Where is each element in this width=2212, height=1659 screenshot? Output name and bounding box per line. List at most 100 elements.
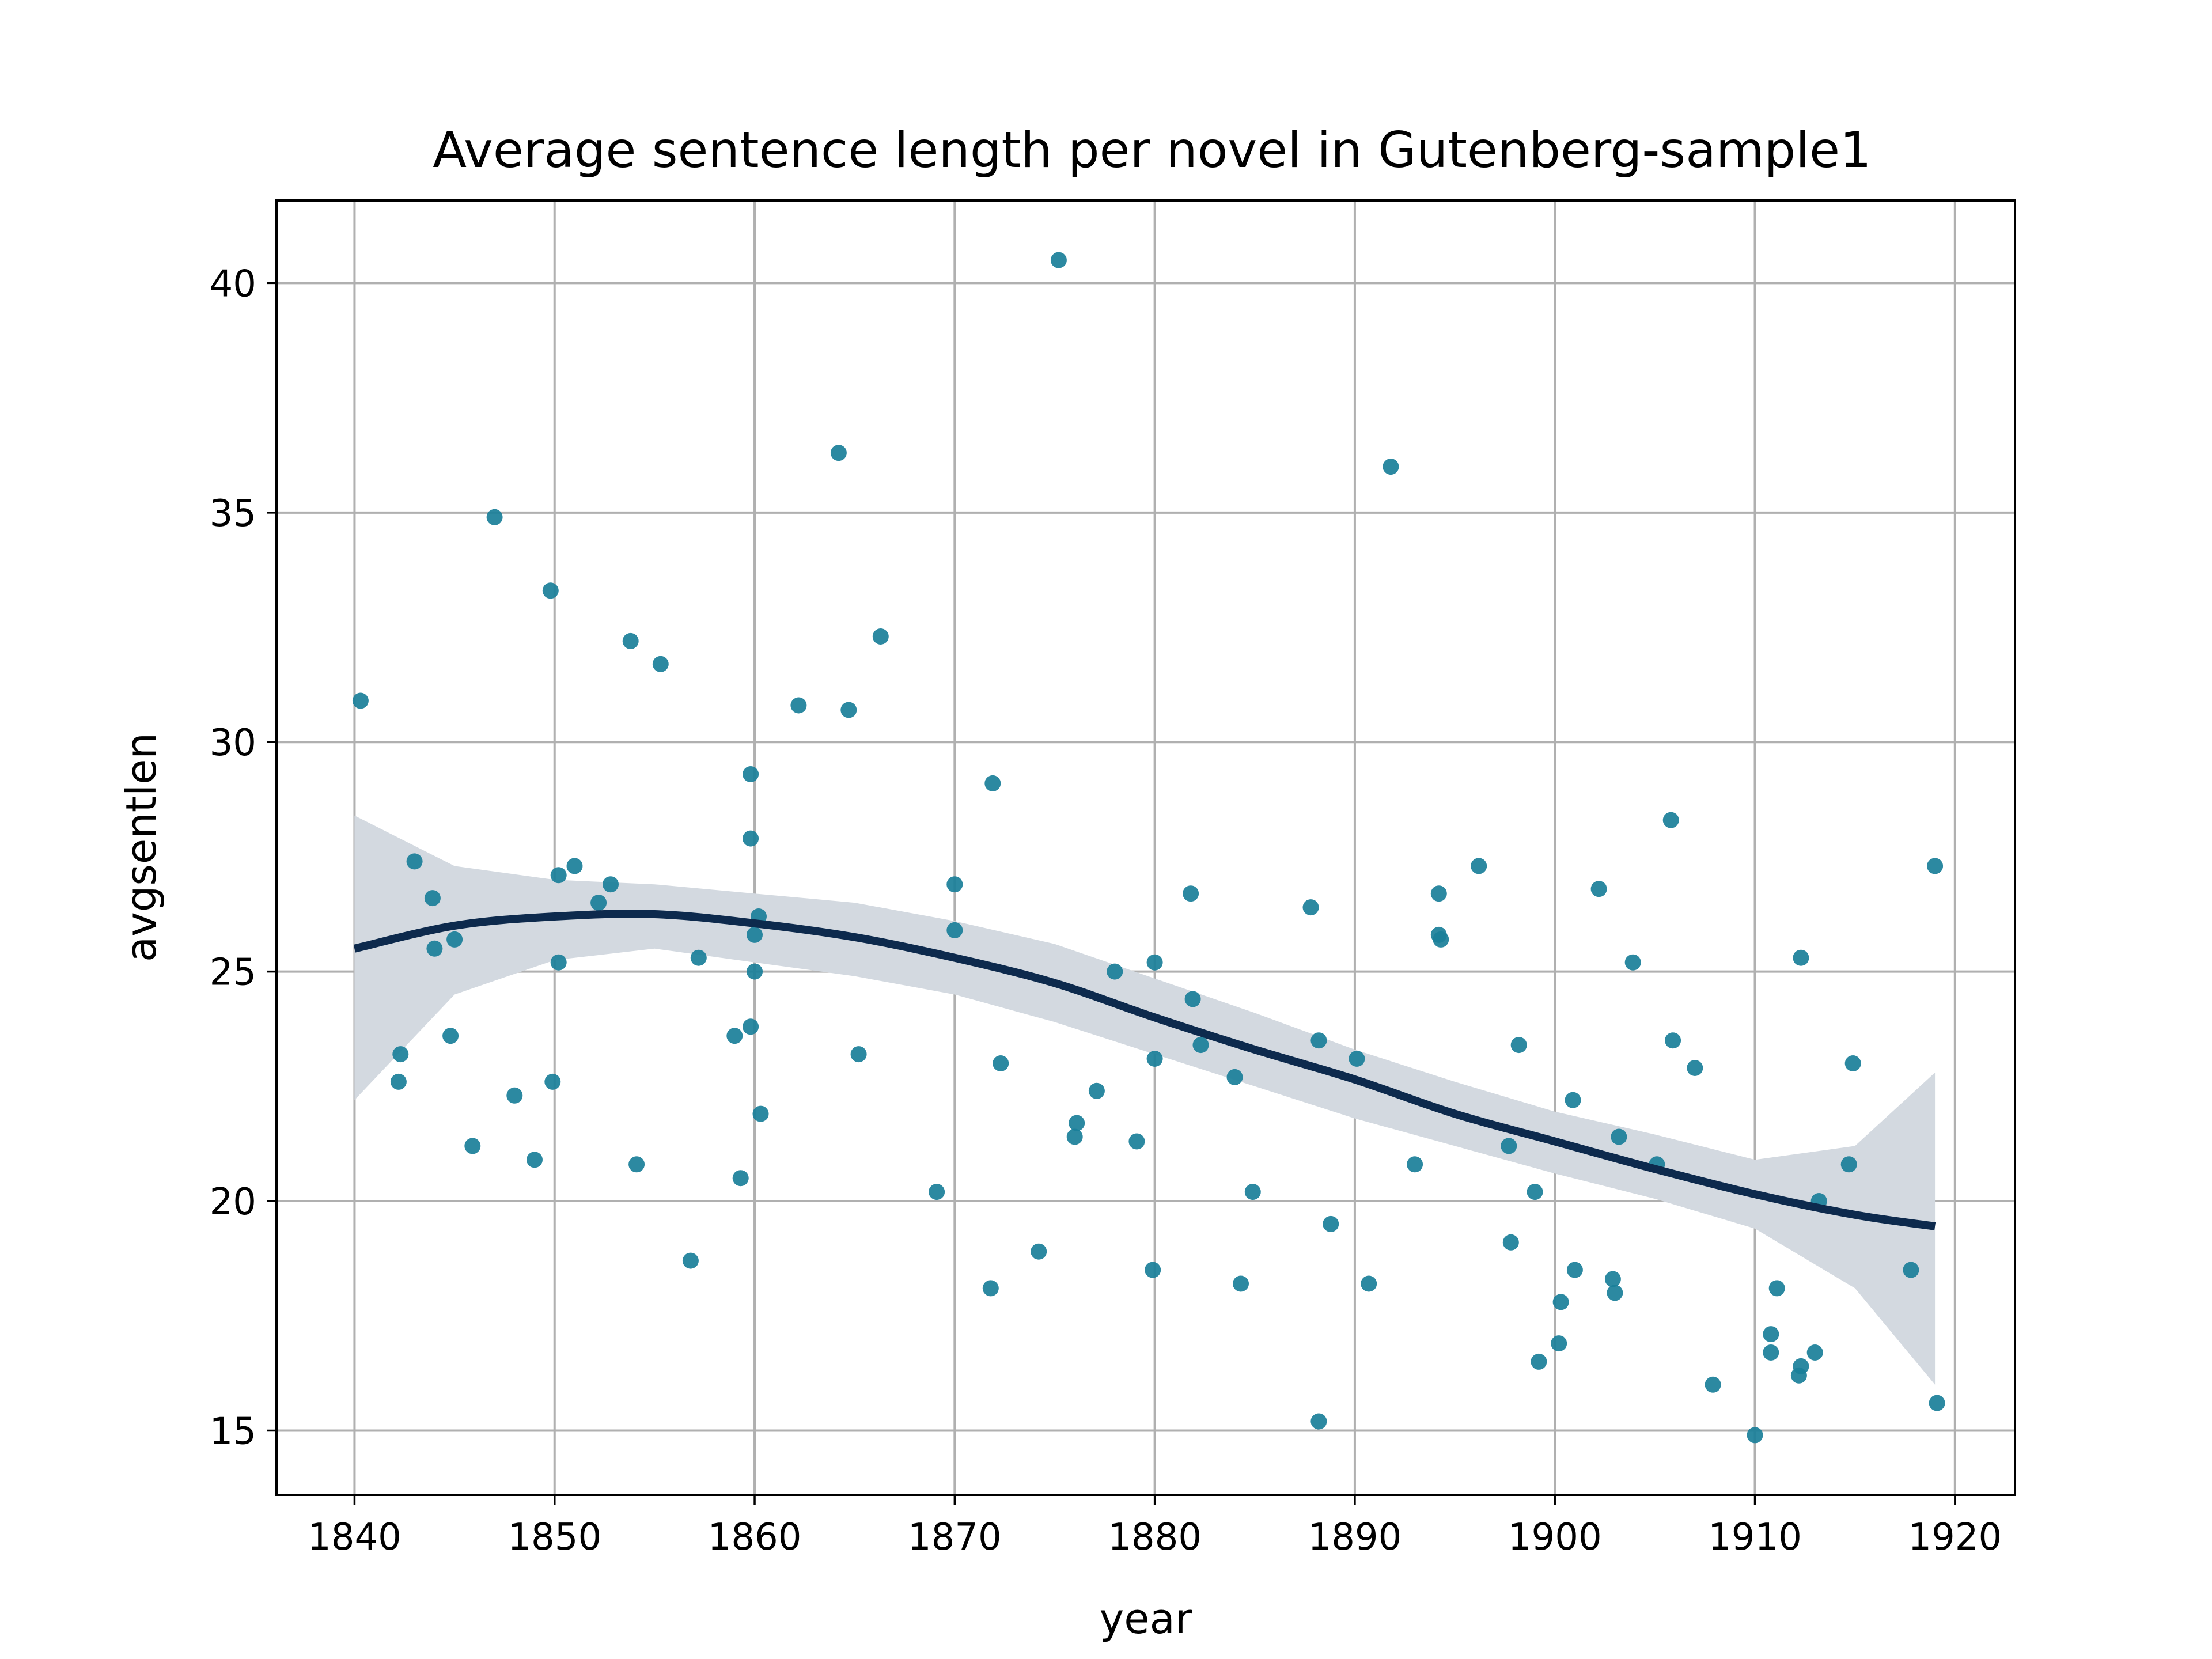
y-tick-label: 35 (210, 493, 256, 535)
scatter-point (1665, 1032, 1681, 1049)
x-axis: 1840 1850 1860 1870 1880 1890 1900 1910 1920 (308, 1495, 2002, 1559)
x-tick-label: 1890 (1308, 1516, 1402, 1559)
scatter-point (506, 1087, 523, 1104)
scatter-point (1349, 1051, 1365, 1067)
scatter-point (1763, 1344, 1779, 1361)
scatter-point (1183, 885, 1199, 902)
x-tick-label: 1840 (308, 1516, 402, 1559)
scatter-point (1527, 1184, 1543, 1200)
scatter-point (1927, 858, 1944, 874)
scatter-point (1590, 881, 1607, 897)
scatter-point (1430, 885, 1447, 902)
scatter-point (1184, 991, 1201, 1007)
scatter-point (1310, 1413, 1327, 1430)
regression-line (353, 910, 1936, 1230)
y-axis: 15 20 25 30 35 40 (210, 263, 276, 1453)
scatter-point (406, 853, 423, 870)
scatter-point (446, 931, 463, 948)
scatter-point (464, 1138, 481, 1154)
scatter-point (1552, 1294, 1569, 1310)
scatter-point (1302, 899, 1319, 916)
scatter-point (682, 1252, 699, 1269)
scatter-point (1433, 931, 1449, 948)
scatter-point (1031, 1243, 1047, 1260)
scatter-point (1510, 1037, 1527, 1054)
x-tick-label: 1920 (1908, 1516, 2002, 1559)
x-tick-label: 1860 (708, 1516, 802, 1559)
scatter-point (1929, 1395, 1945, 1411)
scatter-point (390, 1073, 407, 1090)
x-tick-label: 1870 (908, 1516, 1002, 1559)
y-tick-label: 25 (210, 952, 256, 994)
scatter-point (690, 949, 707, 966)
x-tick-label: 1910 (1708, 1516, 1802, 1559)
scatter-points (352, 252, 1945, 1444)
scatter-point (542, 582, 559, 599)
scatter-point (1607, 1285, 1623, 1301)
scatter-point (544, 1073, 561, 1090)
scatter-point (603, 876, 619, 893)
scatter-point (1361, 1275, 1377, 1292)
scatter-point (1310, 1032, 1327, 1049)
scatter-point (982, 1280, 999, 1297)
scatter-point (872, 628, 889, 645)
scatter-point (1146, 954, 1163, 971)
scatter-point (1768, 1280, 1785, 1297)
scatter-point (1687, 1060, 1703, 1076)
x-tick-label: 1900 (1508, 1516, 1602, 1559)
scatter-point (840, 702, 857, 718)
scatter-point (790, 697, 807, 714)
scatter-point (732, 1170, 749, 1187)
scatter-point (622, 632, 639, 649)
scatter-point (1407, 1156, 1423, 1173)
chart-title: Average sentence length per novel in Gut… (433, 122, 1872, 179)
scatter-point (424, 890, 441, 907)
scatter-point (352, 692, 369, 709)
scatter-point (1145, 1262, 1161, 1278)
scatter-point (830, 445, 847, 461)
scatter-point (1066, 1128, 1083, 1145)
scatter-point (1088, 1082, 1105, 1099)
scatter-point (1226, 1069, 1243, 1085)
scatter-point (743, 766, 759, 782)
plot-frame (275, 199, 2016, 1496)
scatter-point (1624, 954, 1641, 971)
scatter-point (1107, 963, 1123, 980)
scatter-point (1069, 1115, 1085, 1131)
scatter-point (1840, 1156, 1857, 1173)
scatter-point (1747, 1427, 1763, 1444)
y-tick-label: 20 (210, 1181, 256, 1224)
y-axis-label: avgsentlen (117, 733, 165, 962)
scatter-point (1806, 1344, 1823, 1361)
scatter-point (747, 926, 763, 943)
scatter-point (1903, 1262, 1919, 1278)
scatter-point (1233, 1275, 1249, 1292)
x-tick-label: 1850 (507, 1516, 601, 1559)
y-tick-label: 40 (210, 263, 256, 305)
scatter-point (1565, 1092, 1581, 1108)
grid (276, 200, 2015, 1495)
scatter-point (1244, 1184, 1261, 1200)
scatter-point (743, 1018, 759, 1035)
scatter-point (486, 509, 503, 525)
confidence-band (354, 815, 1936, 1385)
scatter-point (1502, 1234, 1519, 1251)
scatter-point (1471, 858, 1487, 874)
scatter-point (1662, 812, 1679, 828)
scatter-point (726, 1028, 743, 1044)
scatter-point (652, 656, 669, 672)
scatter-point (1192, 1037, 1209, 1054)
scatter-point (747, 963, 763, 980)
scatter-point (1050, 252, 1067, 268)
x-axis-label: year (1100, 1594, 1192, 1643)
scatter-point (984, 775, 1001, 791)
scatter-point (1604, 1271, 1621, 1287)
scatter-point (1146, 1051, 1163, 1067)
scatter-point (1793, 949, 1809, 966)
scatter-point (590, 895, 607, 911)
scatter-point (850, 1046, 867, 1063)
scatter-point (1705, 1376, 1721, 1393)
scatter-point (1323, 1215, 1339, 1232)
scatter-point (752, 1105, 769, 1122)
